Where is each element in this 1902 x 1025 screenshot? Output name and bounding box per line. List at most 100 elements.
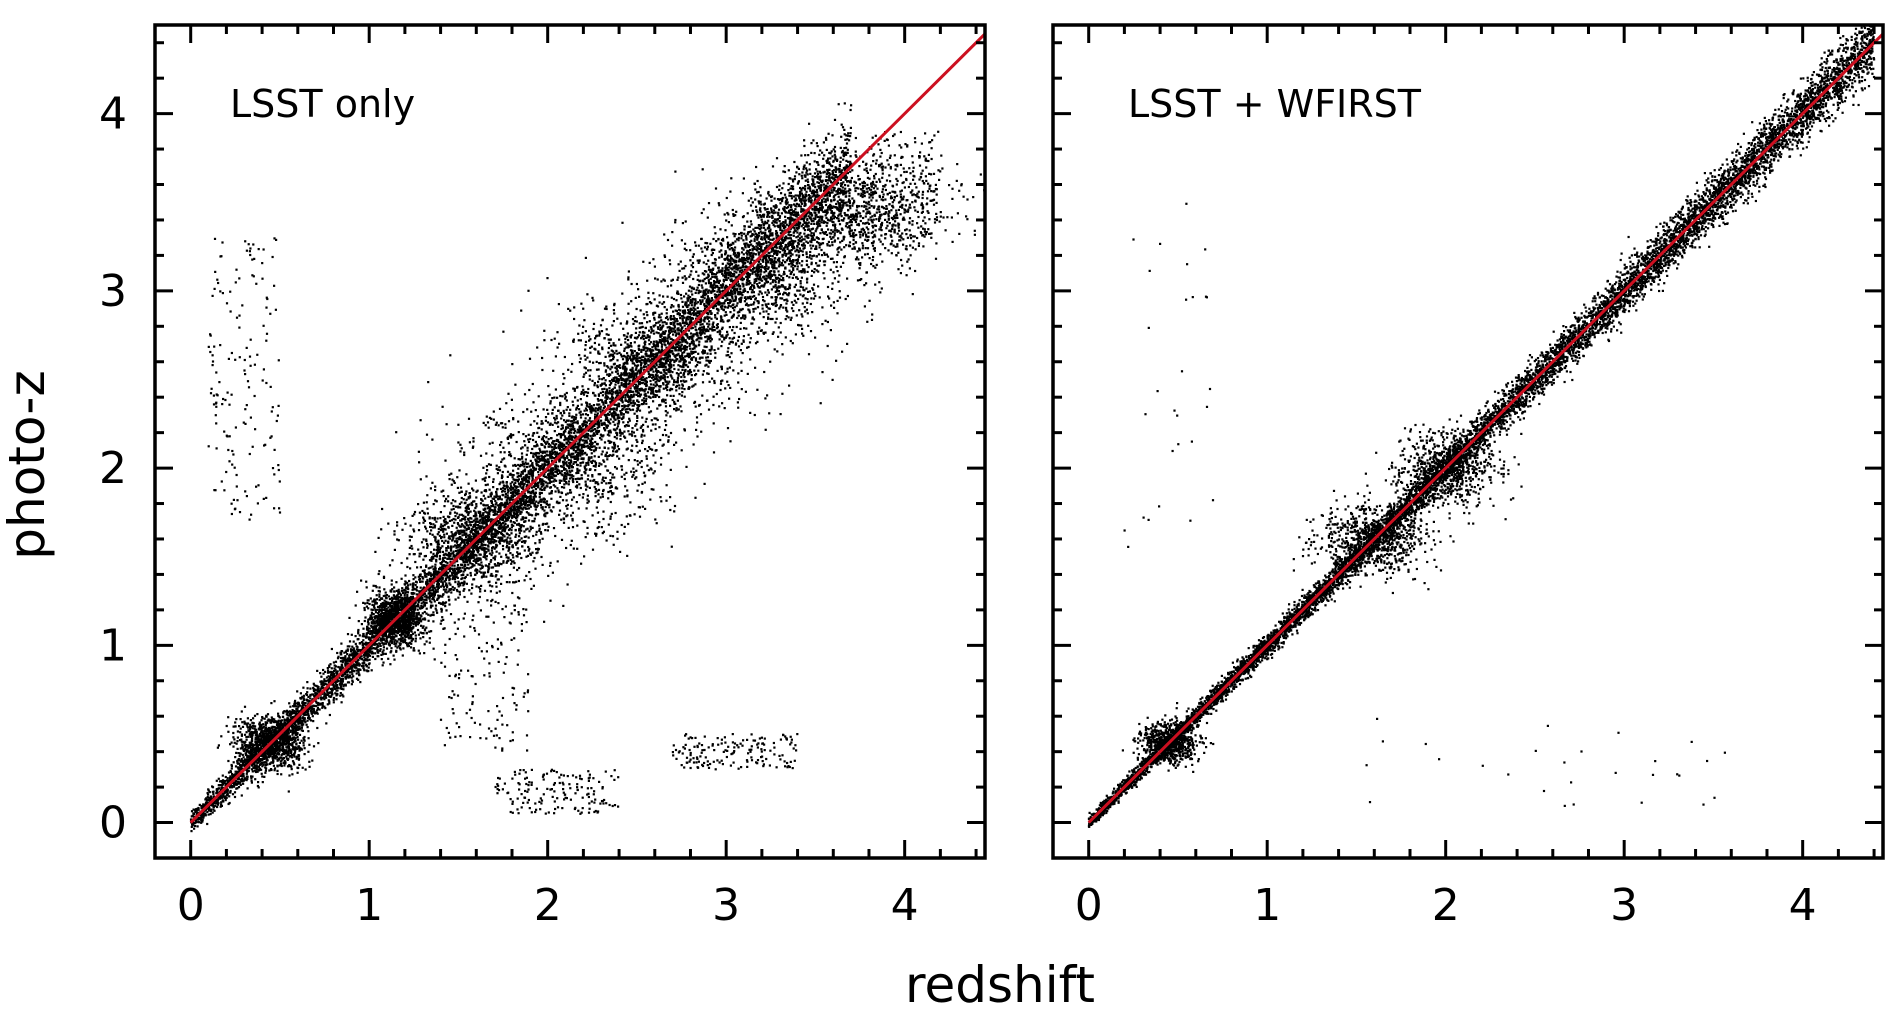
data-point <box>807 221 810 224</box>
data-point <box>197 807 200 810</box>
data-point <box>688 316 691 319</box>
data-point <box>622 394 625 397</box>
data-point <box>228 786 232 789</box>
data-point <box>530 451 533 455</box>
data-point <box>332 675 335 679</box>
data-point <box>774 221 777 224</box>
data-point <box>585 409 588 412</box>
data-point <box>336 651 339 655</box>
data-point <box>298 710 301 713</box>
data-point <box>551 449 554 452</box>
data-point <box>644 399 647 402</box>
data-point <box>749 297 753 300</box>
data-point <box>801 250 804 253</box>
data-point <box>785 200 788 203</box>
data-point <box>431 585 434 588</box>
data-point <box>470 553 473 556</box>
data-point <box>425 596 428 599</box>
data-point <box>563 479 566 483</box>
data-point <box>522 496 525 499</box>
data-point <box>647 388 650 391</box>
data-point <box>737 274 740 277</box>
data-point <box>805 161 808 164</box>
data-point <box>307 707 311 711</box>
data-point <box>460 558 463 561</box>
data-point <box>616 434 619 437</box>
data-point <box>845 166 848 169</box>
data-point <box>839 188 842 191</box>
data-point <box>789 213 792 216</box>
data-point <box>358 642 361 645</box>
data-point <box>798 247 801 250</box>
data-point <box>740 271 743 274</box>
data-point <box>375 643 379 646</box>
data-point <box>510 498 513 501</box>
data-point <box>434 566 437 569</box>
data-point <box>299 692 302 695</box>
data-point <box>668 358 672 361</box>
data-point <box>429 580 433 583</box>
data-point <box>315 704 318 708</box>
data-point <box>674 334 678 337</box>
data-point <box>606 365 609 368</box>
data-point <box>466 573 469 576</box>
data-point <box>781 255 784 258</box>
data-point <box>350 676 353 679</box>
data-point <box>796 231 799 234</box>
data-point <box>731 329 734 332</box>
data-point <box>645 352 648 356</box>
data-point <box>584 407 588 410</box>
data-point <box>585 404 588 407</box>
data-point <box>716 330 719 334</box>
data-point <box>220 789 223 792</box>
data-point <box>747 258 750 261</box>
data-point <box>315 709 319 712</box>
data-point <box>322 672 325 675</box>
data-point <box>753 294 756 298</box>
data-point <box>292 711 295 715</box>
data-point <box>720 317 723 320</box>
data-point <box>640 403 643 406</box>
data-point <box>583 409 586 412</box>
data-point <box>805 259 808 262</box>
data-point <box>835 168 838 171</box>
data-point <box>588 378 591 381</box>
data-point <box>817 242 820 245</box>
data-point <box>312 682 315 685</box>
data-point <box>719 305 723 308</box>
data-point <box>446 586 449 589</box>
data-point <box>378 642 381 645</box>
data-point <box>320 683 323 686</box>
data-point <box>712 286 715 289</box>
data-point <box>842 181 845 184</box>
data-point <box>614 370 618 373</box>
data-point <box>794 250 797 253</box>
data-point <box>339 694 342 697</box>
data-point <box>316 690 319 693</box>
data-point <box>619 390 622 393</box>
data-point <box>533 517 536 520</box>
data-point <box>727 347 730 350</box>
data-point <box>496 530 499 533</box>
data-point <box>660 339 663 342</box>
data-point <box>638 348 641 351</box>
data-point <box>515 533 518 536</box>
data-point <box>773 262 776 265</box>
data-point <box>463 533 466 536</box>
data-point <box>686 335 689 338</box>
data-point <box>826 182 829 185</box>
data-point <box>565 445 568 449</box>
data-point <box>709 336 712 339</box>
data-point <box>654 377 657 380</box>
data-point <box>500 498 503 501</box>
data-point <box>506 494 509 497</box>
data-point <box>581 449 584 452</box>
data-point <box>629 380 632 383</box>
data-point <box>769 317 772 321</box>
data-point <box>195 821 198 824</box>
data-point <box>608 387 611 390</box>
data-point <box>731 292 734 295</box>
data-point <box>611 397 614 400</box>
data-point <box>805 169 809 172</box>
data-point <box>336 657 340 660</box>
